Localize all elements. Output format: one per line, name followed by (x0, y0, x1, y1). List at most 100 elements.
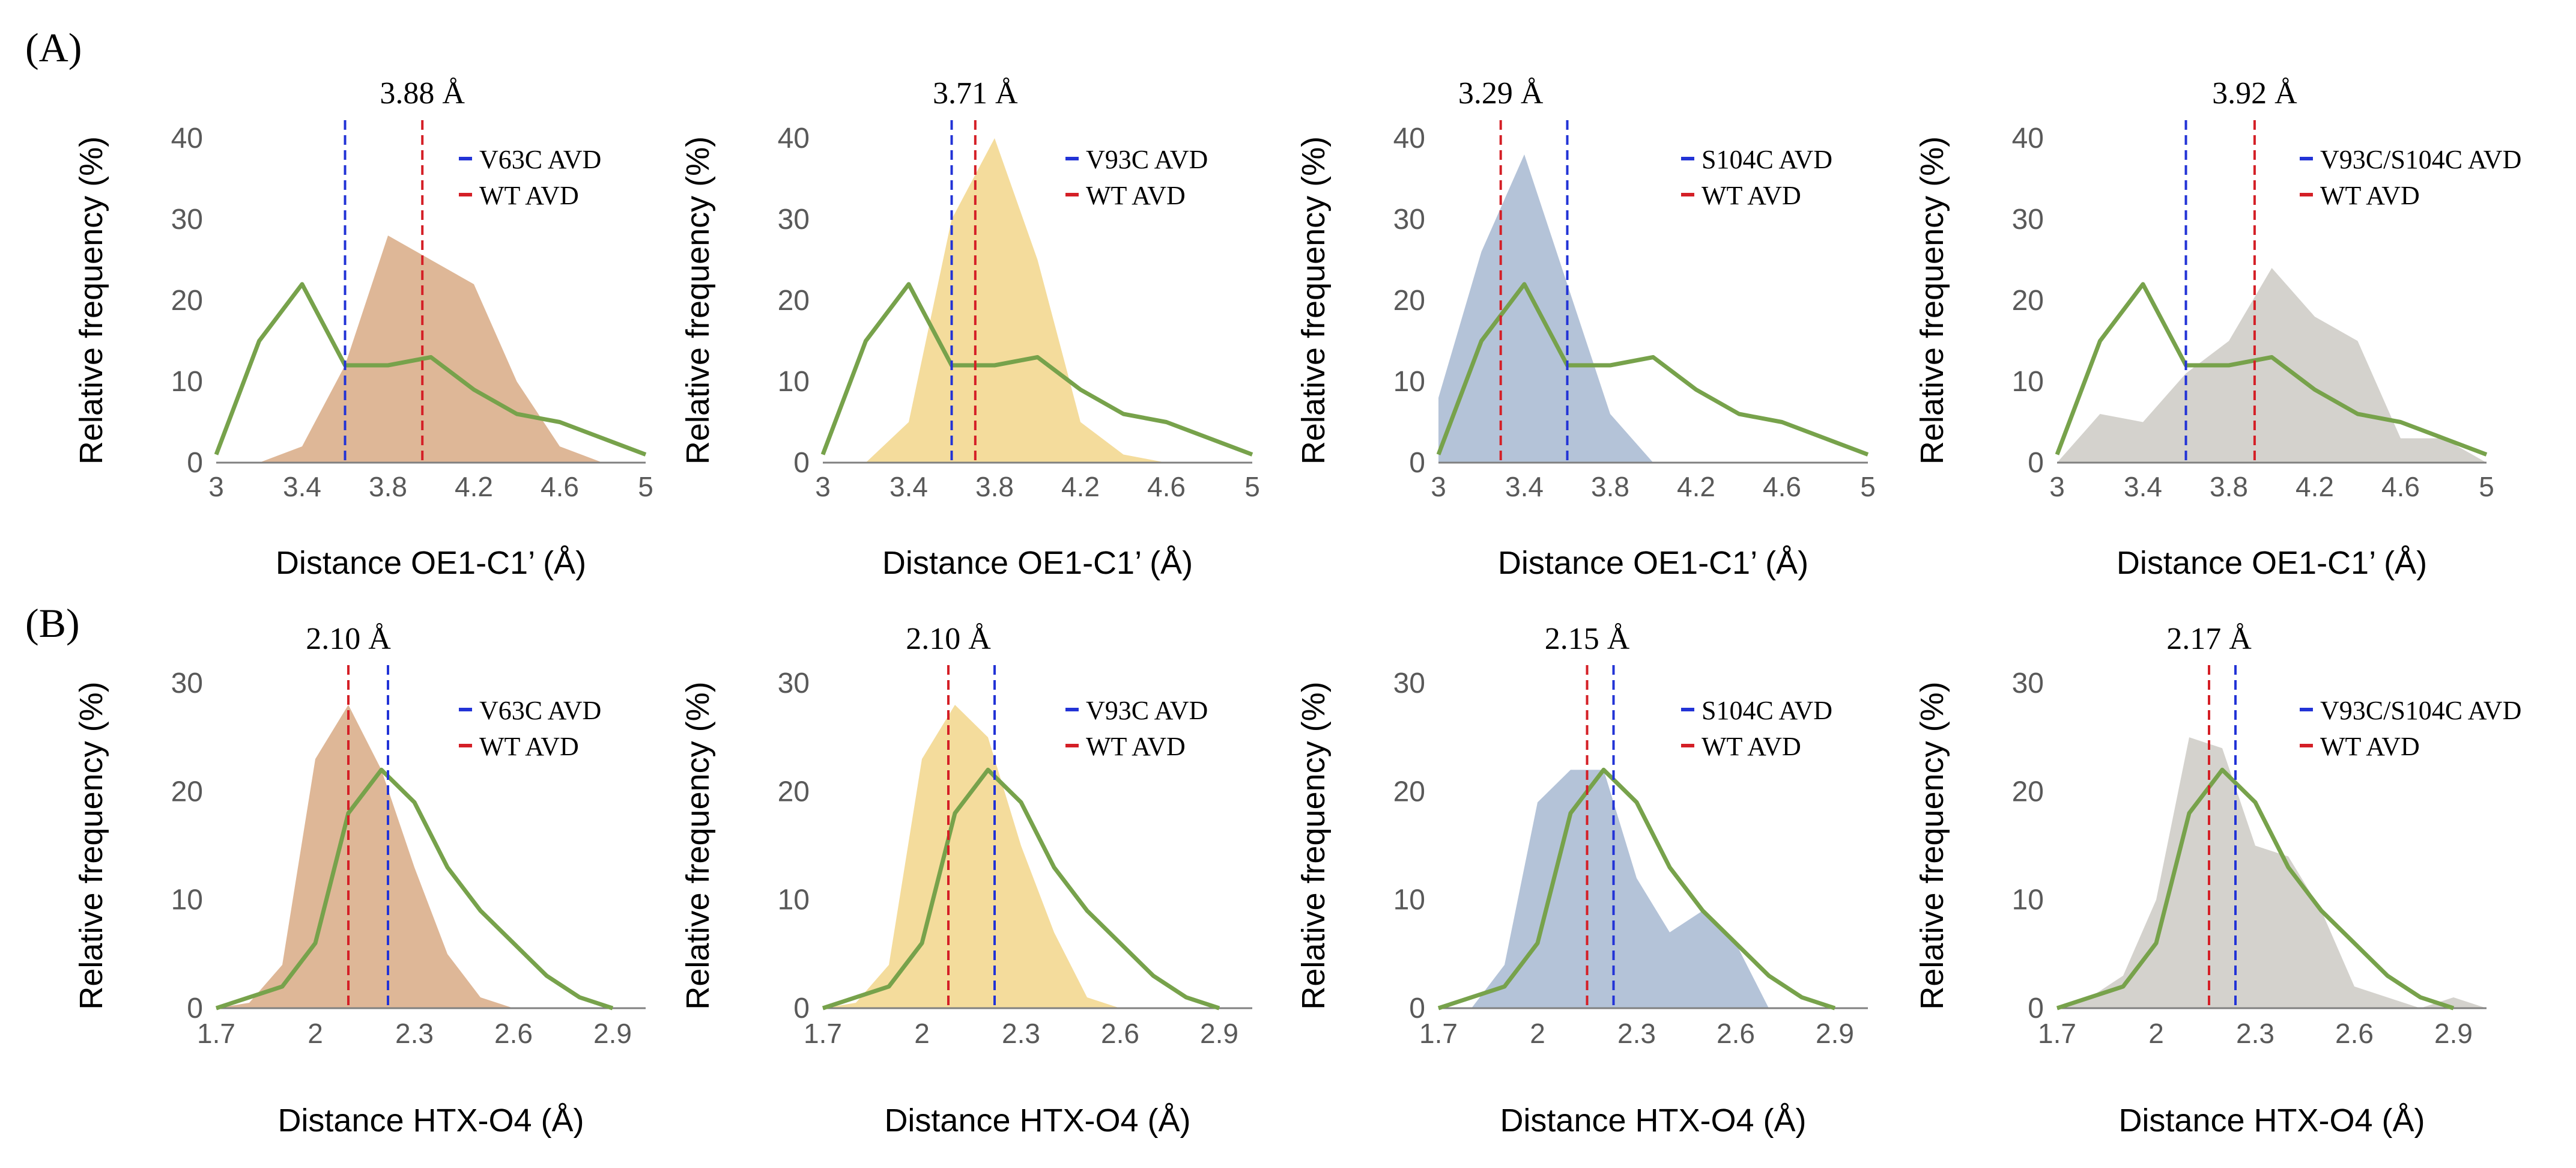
x-tick-label: 4.2 (455, 471, 493, 502)
y-tick-label: 30 (171, 668, 203, 699)
average-distance-annotation: 3.71 Å (933, 76, 1018, 111)
x-axis-label: Distance OE1-C1’ (Å) (276, 545, 586, 581)
x-tick-label: 3.4 (889, 471, 928, 502)
x-tick-label: 2 (914, 1018, 930, 1049)
y-tick-label: 20 (171, 776, 203, 808)
x-tick-label: 3 (2049, 471, 2065, 502)
x-tick-label: 3.8 (975, 471, 1014, 502)
x-tick-label: 2.9 (2434, 1018, 2473, 1049)
average-distance-annotation: 2.17 Å (2166, 622, 2252, 656)
average-distance-annotation: 2.10 Å (906, 622, 991, 656)
wt-distribution-line (1436, 282, 1869, 457)
y-tick-label: 20 (2012, 285, 2044, 317)
y-tick-label: 20 (778, 776, 810, 808)
chart-b3: 2.15 Å 0 10 20 30 1.7 2 2.3 2.6 2.9 Distance HTX-O… (1296, 622, 1868, 1139)
y-tick-label: 0 (187, 993, 203, 1024)
x-tick-label: 3.4 (283, 471, 321, 502)
y-tick-label: 30 (1393, 204, 1425, 236)
average-distance-annotation: 3.29 Å (1458, 76, 1544, 111)
wt-distribution-line (215, 767, 614, 1011)
chart-a1: 3.88 Å 0 10 20 30 40 3 3.4 3.8 4.2 4.6 5 Distance OE… (73, 76, 653, 581)
y-tick-label: 10 (1393, 884, 1425, 916)
y-axis-label: Relative frequency (%) (73, 681, 109, 1009)
chart-a4: 3.92 Å 0 10 20 30 40 3 3.4 3.8 4.2 4.6 5 Distance OE… (1914, 76, 2521, 581)
x-tick-label: 2.3 (2236, 1018, 2274, 1049)
x-tick-label: 4.2 (1677, 471, 1715, 502)
y-tick-label: 20 (1393, 285, 1425, 317)
mutant-distribution-area (1471, 770, 1769, 1008)
x-axis-label: Distance OE1-C1’ (Å) (2117, 545, 2427, 581)
y-tick-label: 10 (171, 884, 203, 916)
x-tick-label: 4.6 (1147, 471, 1186, 502)
y-tick-label: 40 (171, 123, 203, 154)
x-tick-label: 4.6 (2381, 471, 2420, 502)
mutant-distribution-area (823, 705, 1120, 1008)
x-tick-label: 1.7 (2038, 1018, 2076, 1049)
x-tick-label: 3 (1431, 471, 1446, 502)
legend-mutant-label: V93C AVD (1086, 696, 1208, 725)
x-tick-label: 5 (1860, 471, 1876, 502)
y-tick-label: 30 (2012, 668, 2044, 699)
y-tick-label: 10 (1393, 366, 1425, 398)
wt-distribution-line (2056, 767, 2455, 1011)
wt-distribution-line (820, 282, 1253, 457)
x-tick-label: 2.6 (1717, 1018, 1755, 1049)
x-tick-label: 2.6 (494, 1018, 533, 1049)
x-tick-label: 4.6 (541, 471, 579, 502)
x-tick-label: 2 (1530, 1018, 1545, 1049)
legend-mutant-label: V93C/S104C AVD (2320, 696, 2521, 725)
y-tick-label: 10 (171, 366, 203, 398)
legend-mutant-label: V93C/S104C AVD (2320, 145, 2521, 174)
mutant-distribution-area (2057, 737, 2487, 1008)
y-tick-label: 30 (778, 668, 810, 699)
legend-wt-label: WT AVD (2320, 732, 2420, 761)
y-tick-label: 30 (778, 204, 810, 236)
legend-wt-label: WT AVD (1702, 181, 1801, 210)
x-axis-label: Distance HTX-O4 (Å) (1500, 1103, 1806, 1139)
x-tick-label: 5 (638, 471, 653, 502)
y-tick-label: 0 (1409, 993, 1425, 1024)
average-distance-annotation: 3.88 Å (380, 76, 465, 111)
legend-wt-label: WT AVD (1086, 732, 1186, 761)
y-axis-label: Relative frequency (%) (1914, 136, 1950, 464)
chart-b1: 2.10 Å 0 10 20 30 1.7 2 2.3 2.6 2.9 Distance HTX-O… (73, 622, 646, 1139)
wt-distribution-line (1437, 767, 1836, 1011)
x-tick-label: 1.7 (1419, 1018, 1458, 1049)
y-tick-label: 0 (2028, 993, 2044, 1024)
legend-wt-label: WT AVD (1086, 181, 1186, 210)
x-tick-label: 1.7 (804, 1018, 842, 1049)
chart-b2: 2.10 Å 0 10 20 30 1.7 2 2.3 2.6 2.9 Distance HTX-O… (680, 622, 1252, 1139)
x-tick-label: 2.9 (1200, 1018, 1238, 1049)
x-tick-label: 2.9 (593, 1018, 632, 1049)
legend-mutant-label: S104C AVD (1702, 145, 1832, 174)
y-axis-label: Relative frequency (%) (1914, 681, 1950, 1009)
x-axis-label: Distance HTX-O4 (Å) (277, 1103, 584, 1139)
legend-mutant-label: V63C AVD (479, 145, 601, 174)
x-tick-label: 3 (208, 471, 224, 502)
x-tick-label: 5 (1244, 471, 1260, 502)
x-tick-label: 4.2 (2296, 471, 2334, 502)
legend-mutant-label: S104C AVD (1702, 696, 1832, 725)
y-tick-label: 0 (2028, 447, 2044, 479)
legend-wt-label: WT AVD (479, 181, 579, 210)
y-axis-label: Relative frequency (%) (1296, 681, 1332, 1009)
x-tick-label: 1.7 (197, 1018, 235, 1049)
x-tick-label: 3.8 (2210, 471, 2248, 502)
average-distance-annotation: 2.15 Å (1545, 622, 1630, 656)
legend-wt-label: WT AVD (2320, 181, 2420, 210)
x-tick-label: 3.8 (369, 471, 407, 502)
wt-distribution-line (2055, 282, 2488, 457)
y-axis-label: Relative frequency (%) (680, 136, 716, 464)
x-axis-label: Distance OE1-C1’ (Å) (1498, 545, 1808, 581)
legend-wt-label: WT AVD (1702, 732, 1801, 761)
x-tick-label: 3.4 (2124, 471, 2162, 502)
y-axis-label: Relative frequency (%) (1296, 136, 1332, 464)
y-tick-label: 10 (2012, 884, 2044, 916)
x-tick-label: 2.3 (395, 1018, 434, 1049)
y-tick-label: 0 (793, 447, 810, 479)
x-tick-label: 4.2 (1061, 471, 1100, 502)
x-tick-label: 3 (815, 471, 831, 502)
x-tick-label: 2.6 (1101, 1018, 1139, 1049)
